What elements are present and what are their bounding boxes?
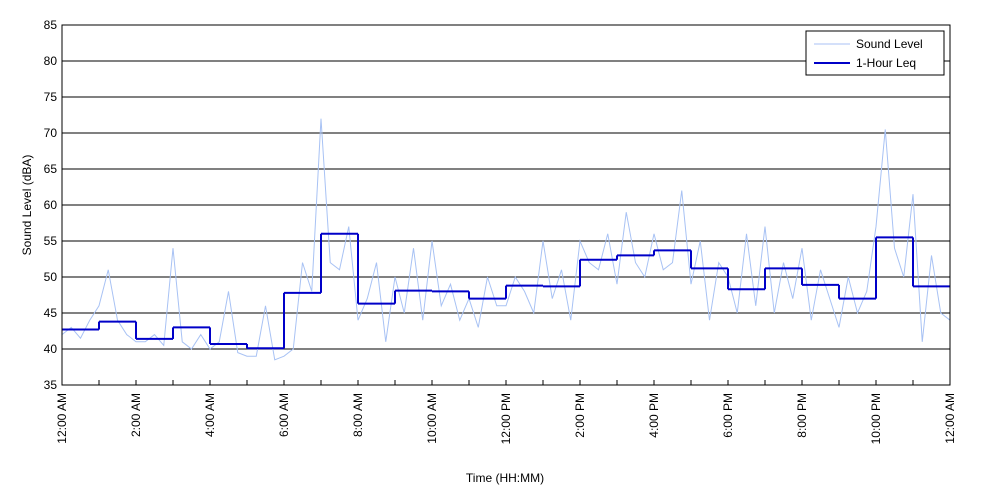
x-tick-label: 8:00 AM [351,393,365,437]
x-tick-label: 12:00 AM [55,393,69,444]
legend-label: 1-Hour Leq [856,56,916,70]
y-axis-label: Sound Level (dBA) [20,155,34,256]
y-tick-label: 80 [44,54,58,68]
legend-box [805,30,945,76]
x-tick-label: 10:00 PM [869,393,883,444]
y-tick-label: 50 [44,270,58,284]
x-tick-label: 2:00 AM [129,393,143,437]
sound-level-line [61,118,951,361]
x-tick-label: 10:00 AM [425,393,439,444]
x-tick-label: 6:00 AM [277,393,291,437]
x-tick-label: 4:00 PM [647,393,661,438]
y-tick-label: 85 [44,18,58,32]
plot-frame [61,24,951,386]
y-tick-label: 70 [44,126,58,140]
x-tick-label: 12:00 AM [943,393,957,444]
y-tick-label: 35 [44,378,58,392]
x-axis-label: Time (HH:MM) [466,471,544,485]
x-tick-label: 8:00 PM [795,393,809,438]
x-tick-label: 4:00 AM [203,393,217,437]
y-tick-label: 55 [44,234,58,248]
y-tick-label: 75 [44,90,58,104]
y-tick-label: 40 [44,342,58,356]
y-tick-label: 45 [44,306,58,320]
legend-label: Sound Level [856,37,923,51]
y-tick-label: 60 [44,198,58,212]
x-tick-label: 12:00 PM [499,393,513,444]
x-tick-label: 2:00 PM [573,393,587,438]
x-tick-label: 6:00 PM [721,393,735,438]
y-tick-label: 65 [44,162,58,176]
